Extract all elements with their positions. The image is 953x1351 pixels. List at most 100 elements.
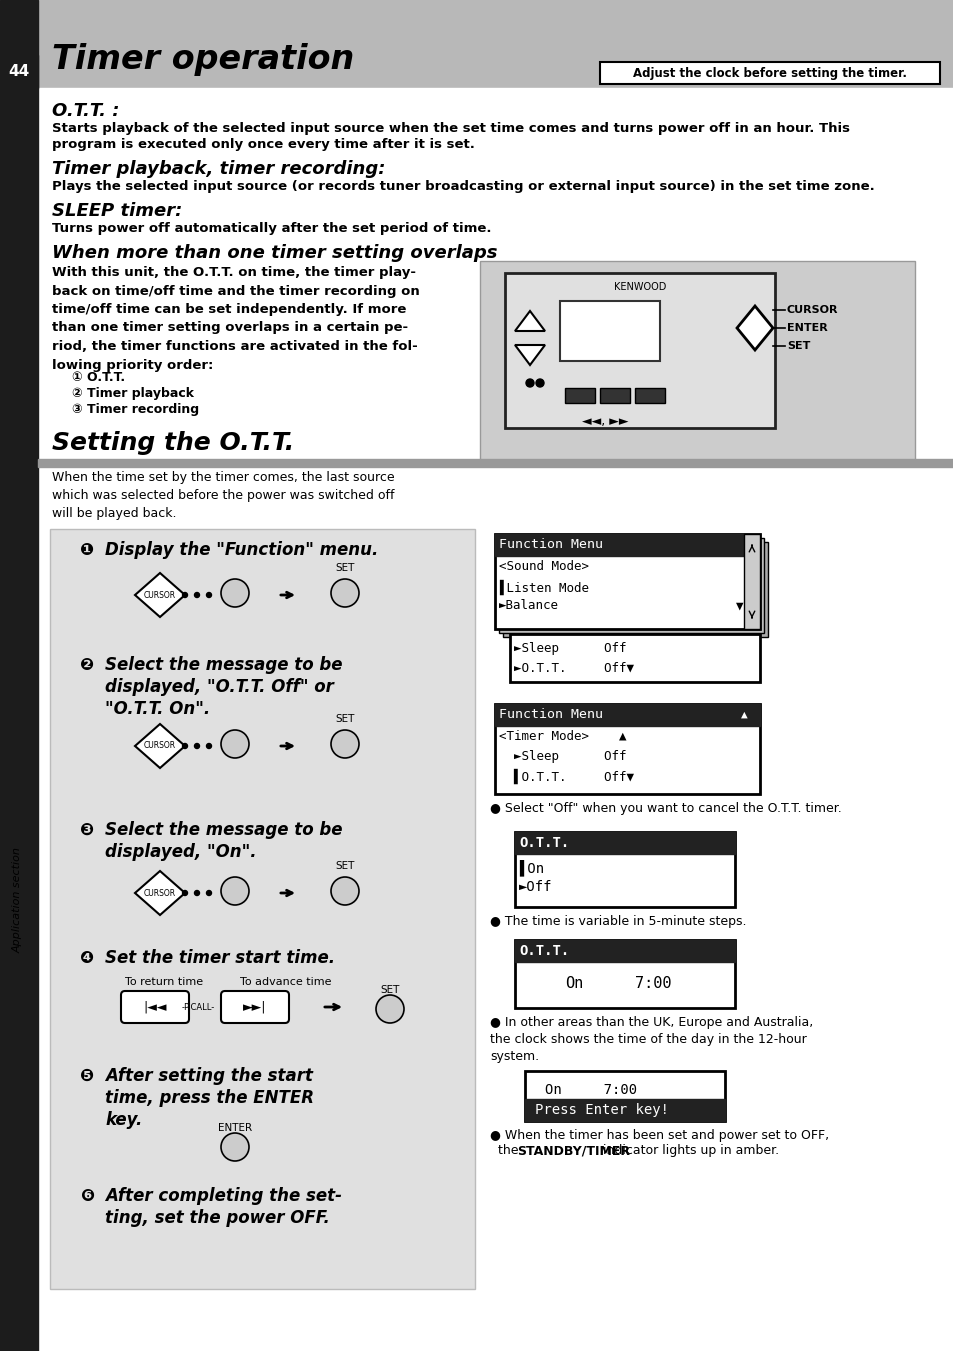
Circle shape xyxy=(375,994,403,1023)
Bar xyxy=(50,530,475,1289)
Text: CURSOR: CURSOR xyxy=(786,305,838,315)
Bar xyxy=(495,534,743,557)
Text: SET: SET xyxy=(786,340,809,351)
Text: Function Menu: Function Menu xyxy=(498,539,602,551)
Text: ● When the timer has been set and power set to OFF,: ● When the timer has been set and power … xyxy=(490,1129,828,1142)
Text: Display the "Function" menu.: Display the "Function" menu. xyxy=(105,540,378,559)
Text: ▌O.T.T.     Off▼: ▌O.T.T. Off▼ xyxy=(498,769,634,785)
Polygon shape xyxy=(135,871,185,915)
Text: CURSOR: CURSOR xyxy=(144,889,176,897)
Circle shape xyxy=(182,890,188,896)
Circle shape xyxy=(221,730,249,758)
Text: On     7:00: On 7:00 xyxy=(544,1084,637,1097)
Circle shape xyxy=(194,593,199,597)
Text: indicator lights up in amber.: indicator lights up in amber. xyxy=(598,1144,779,1156)
Text: 7:00: 7:00 xyxy=(635,977,671,992)
Circle shape xyxy=(221,580,249,607)
Text: Timer playback, timer recording:: Timer playback, timer recording: xyxy=(52,159,385,178)
Text: Timer operation: Timer operation xyxy=(52,42,354,76)
Text: SET: SET xyxy=(335,563,355,573)
Bar xyxy=(524,1071,724,1121)
Circle shape xyxy=(536,380,543,386)
Text: Setting the O.T.T.: Setting the O.T.T. xyxy=(52,431,294,455)
Bar xyxy=(0,0,38,1351)
Text: ① O.T.T.: ① O.T.T. xyxy=(71,372,125,384)
Text: SLEEP timer:: SLEEP timer: xyxy=(52,203,182,220)
Text: ENTER: ENTER xyxy=(786,323,827,332)
Text: ►O.T.T.     Off▼: ►O.T.T. Off▼ xyxy=(514,661,634,674)
Text: ►Off: ►Off xyxy=(518,880,552,894)
Text: ►Sleep      Off: ►Sleep Off xyxy=(514,642,626,655)
Text: Select the message to be
displayed, "On".: Select the message to be displayed, "On"… xyxy=(105,821,342,861)
Text: ►Sleep      Off: ►Sleep Off xyxy=(498,750,626,763)
Text: -P.CALL-: -P.CALL- xyxy=(181,1002,214,1012)
Text: ❺: ❺ xyxy=(80,1067,94,1085)
Text: ❻: ❻ xyxy=(80,1188,94,1205)
Polygon shape xyxy=(737,305,772,350)
Bar xyxy=(38,459,953,467)
Text: Set the timer start time.: Set the timer start time. xyxy=(105,948,335,967)
Bar xyxy=(0,55,38,88)
Polygon shape xyxy=(515,311,544,331)
Text: CURSOR: CURSOR xyxy=(144,742,176,751)
Text: To advance time: To advance time xyxy=(240,977,331,988)
Text: <Timer Mode>    ▲: <Timer Mode> ▲ xyxy=(498,730,626,743)
Bar xyxy=(524,1098,724,1121)
Text: SET: SET xyxy=(335,713,355,724)
Text: ● The time is variable in 5-minute steps.: ● The time is variable in 5-minute steps… xyxy=(490,915,745,928)
Polygon shape xyxy=(135,724,185,767)
Text: ❹: ❹ xyxy=(80,948,94,967)
Circle shape xyxy=(194,743,199,748)
Circle shape xyxy=(182,593,188,597)
Text: ►►|: ►►| xyxy=(243,1001,267,1013)
Text: |◄◄: |◄◄ xyxy=(143,1001,167,1013)
Bar xyxy=(479,261,914,466)
Text: program is executed only once every time after it is set.: program is executed only once every time… xyxy=(52,138,475,151)
Bar xyxy=(495,704,760,725)
Text: When more than one timer setting overlaps: When more than one timer setting overlap… xyxy=(52,245,497,262)
Circle shape xyxy=(221,877,249,905)
Bar xyxy=(510,634,760,682)
Text: After setting the start
time, press the ENTER
key.: After setting the start time, press the … xyxy=(105,1067,314,1129)
Circle shape xyxy=(331,730,358,758)
Circle shape xyxy=(206,890,212,896)
Polygon shape xyxy=(515,345,544,365)
Bar xyxy=(0,0,953,88)
Circle shape xyxy=(206,743,212,748)
Text: O.T.T.: O.T.T. xyxy=(518,836,569,850)
Text: Application section: Application section xyxy=(13,847,23,952)
Text: Press Enter key!: Press Enter key! xyxy=(535,1102,668,1117)
Bar xyxy=(495,534,760,630)
Text: ❷: ❷ xyxy=(80,657,94,674)
Text: When the time set by the timer comes, the last source
which was selected before : When the time set by the timer comes, th… xyxy=(52,471,395,520)
Text: Adjust the clock before setting the timer.: Adjust the clock before setting the time… xyxy=(633,66,906,80)
Bar xyxy=(504,273,774,428)
Bar xyxy=(515,832,734,854)
Text: To return time: To return time xyxy=(125,977,203,988)
Text: Function Menu: Function Menu xyxy=(498,708,602,721)
Text: ❸: ❸ xyxy=(80,821,94,839)
Text: ③ Timer recording: ③ Timer recording xyxy=(71,403,199,416)
Text: SET: SET xyxy=(335,861,355,871)
Text: ● In other areas than the UK, Europe and Australia,
the clock shows the time of : ● In other areas than the UK, Europe and… xyxy=(490,1016,812,1063)
Bar xyxy=(515,940,734,1008)
Text: O.T.T.: O.T.T. xyxy=(518,944,569,958)
Text: 44: 44 xyxy=(9,63,30,78)
Circle shape xyxy=(194,890,199,896)
Text: Plays the selected input source (or records tuner broadcasting or external input: Plays the selected input source (or reco… xyxy=(52,180,874,193)
Bar xyxy=(564,388,595,403)
Text: ❶: ❶ xyxy=(80,540,94,559)
Text: CURSOR: CURSOR xyxy=(144,590,176,600)
FancyBboxPatch shape xyxy=(221,992,289,1023)
Circle shape xyxy=(182,743,188,748)
Circle shape xyxy=(206,593,212,597)
Bar xyxy=(515,940,734,962)
Text: ② Timer playback: ② Timer playback xyxy=(71,386,193,400)
Bar xyxy=(559,301,659,361)
Text: STANDBY/TIMER: STANDBY/TIMER xyxy=(517,1144,629,1156)
Circle shape xyxy=(331,877,358,905)
FancyBboxPatch shape xyxy=(121,992,189,1023)
Bar xyxy=(743,534,760,630)
Text: <Sound Mode>: <Sound Mode> xyxy=(498,561,588,573)
Bar xyxy=(599,62,939,84)
